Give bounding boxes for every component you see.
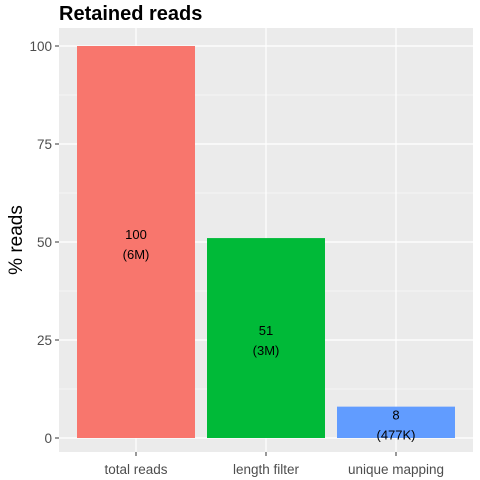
bar-value-label: 51 <box>259 323 273 338</box>
chart-title: Retained reads <box>59 3 202 25</box>
x-tick-label: length filter <box>233 462 300 477</box>
x-tick-label: unique mapping <box>348 462 444 477</box>
y-tick-label: 100 <box>29 39 52 54</box>
bar-count-label: (3M) <box>253 343 280 358</box>
bar-value-label: 8 <box>392 407 399 422</box>
y-tick-label: 75 <box>37 137 52 152</box>
bars <box>77 46 455 438</box>
y-axis: 0 25 50 75 100 <box>29 39 59 446</box>
x-axis: total reads length filter unique mapping <box>104 452 444 477</box>
bar-labels: 100 (6M) 51 (3M) 8 (477K) <box>123 227 416 442</box>
y-axis-title: % reads <box>6 205 27 275</box>
y-tick-label: 25 <box>37 333 52 348</box>
bar <box>207 238 325 438</box>
x-tick-label: total reads <box>104 462 167 477</box>
bar-value-label: 100 <box>125 227 147 242</box>
y-tick-label: 50 <box>37 235 52 250</box>
bar <box>77 46 195 438</box>
y-tick-label: 0 <box>44 431 52 446</box>
bar-count-label: (6M) <box>123 247 150 262</box>
bar-count-label: (477K) <box>376 427 415 442</box>
bar <box>337 406 455 438</box>
